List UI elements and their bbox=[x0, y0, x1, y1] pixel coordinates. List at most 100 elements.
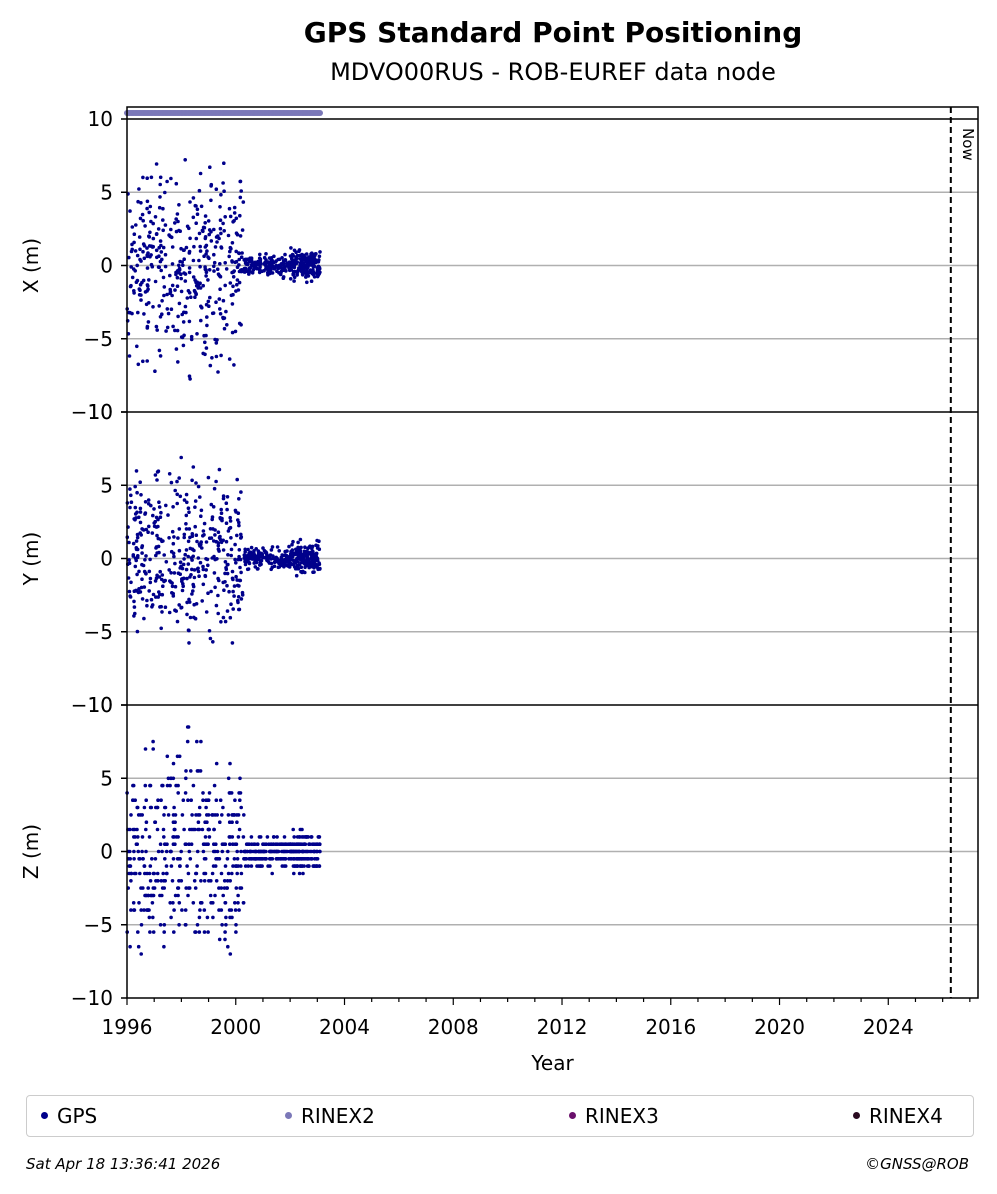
data-point-gps bbox=[186, 798, 190, 802]
data-point-gps bbox=[194, 221, 198, 225]
data-point-gps bbox=[184, 842, 188, 846]
data-point-gps bbox=[264, 551, 269, 555]
data-point-gps bbox=[141, 249, 145, 254]
data-point-gps bbox=[175, 269, 180, 273]
data-point-gps bbox=[137, 515, 141, 520]
data-point-gps bbox=[225, 323, 229, 327]
data-point-gps bbox=[275, 545, 280, 549]
data-point-gps bbox=[231, 589, 235, 594]
data-point-gps bbox=[162, 813, 166, 817]
data-point-gps bbox=[204, 568, 208, 572]
data-point-gps bbox=[287, 544, 291, 549]
data-point-gps bbox=[130, 311, 134, 316]
data-point-gps bbox=[179, 849, 183, 854]
data-point-gps bbox=[177, 301, 182, 306]
data-point-gps bbox=[134, 223, 138, 227]
data-point-gps bbox=[212, 539, 216, 543]
data-point-gps bbox=[137, 901, 141, 905]
data-point-gps bbox=[187, 226, 191, 231]
data-point-gps bbox=[142, 864, 147, 868]
data-point-gps bbox=[208, 363, 213, 368]
data-point-gps bbox=[186, 554, 190, 559]
data-point-gps bbox=[218, 307, 222, 311]
data-point-gps bbox=[238, 179, 242, 184]
data-point-gps bbox=[288, 254, 293, 258]
data-point-gps bbox=[223, 864, 228, 868]
data-point-gps bbox=[187, 597, 191, 602]
data-point-gps bbox=[203, 340, 207, 345]
data-point-gps bbox=[239, 570, 243, 575]
data-point-gps bbox=[151, 305, 155, 309]
data-point-gps bbox=[234, 259, 239, 264]
data-point-gps bbox=[145, 206, 149, 211]
data-point-gps bbox=[223, 571, 227, 576]
data-point-gps bbox=[294, 250, 298, 254]
data-point-gps bbox=[147, 278, 151, 282]
data-point-gps bbox=[213, 557, 217, 562]
data-point-gps bbox=[186, 562, 191, 566]
data-point-gps bbox=[160, 312, 164, 317]
data-point-gps bbox=[194, 481, 198, 485]
data-point-gps bbox=[169, 227, 173, 232]
data-point-gps bbox=[244, 842, 249, 846]
data-point-gps bbox=[305, 280, 309, 285]
data-point-gps bbox=[153, 857, 158, 861]
data-point-gps bbox=[292, 279, 296, 283]
y-axis-label: X (m) bbox=[19, 238, 43, 293]
data-point-gps bbox=[206, 930, 210, 934]
data-point-gps bbox=[157, 254, 161, 258]
data-point-gps bbox=[269, 561, 274, 566]
data-point-gps bbox=[154, 805, 158, 810]
data-point-gps bbox=[200, 546, 204, 550]
data-point-gps bbox=[257, 267, 262, 271]
data-point-gps bbox=[255, 842, 260, 846]
data-point-gps bbox=[210, 517, 214, 522]
data-point-gps bbox=[149, 262, 154, 267]
data-point-gps bbox=[217, 578, 221, 583]
data-point-gps bbox=[187, 842, 191, 846]
data-point-gps bbox=[307, 565, 312, 570]
data-point-gps bbox=[254, 263, 258, 267]
data-point-gps bbox=[228, 615, 233, 620]
data-point-gps bbox=[139, 886, 143, 890]
data-point-gps bbox=[168, 901, 172, 905]
data-point-gps bbox=[211, 640, 215, 644]
data-point-gps bbox=[140, 577, 144, 581]
data-point-gps bbox=[237, 548, 242, 552]
data-point-gps bbox=[270, 545, 275, 549]
data-point-gps bbox=[217, 535, 222, 540]
data-point-gps bbox=[316, 260, 321, 264]
data-point-gps bbox=[161, 783, 165, 788]
legend-dot-rinex2 bbox=[285, 1112, 292, 1119]
data-point-gps bbox=[273, 558, 278, 563]
data-point-gps bbox=[196, 769, 201, 773]
data-point-gps bbox=[232, 211, 237, 215]
data-point-gps bbox=[134, 280, 139, 285]
data-point-gps bbox=[240, 251, 244, 255]
data-point-gps bbox=[133, 249, 138, 253]
data-point-gps bbox=[219, 871, 224, 876]
data-point-gps bbox=[207, 232, 211, 237]
data-point-gps bbox=[195, 923, 200, 927]
data-point-gps bbox=[266, 272, 270, 277]
y-tick-label: 10 bbox=[88, 693, 113, 717]
data-point-gps bbox=[206, 299, 211, 304]
data-point-gps bbox=[139, 293, 143, 297]
data-point-gps bbox=[290, 542, 294, 547]
data-point-gps bbox=[233, 542, 237, 547]
data-point-gps bbox=[200, 827, 205, 832]
data-point-gps bbox=[175, 275, 180, 280]
data-point-gps bbox=[157, 205, 162, 210]
data-point-gps bbox=[219, 192, 223, 197]
data-point-gps bbox=[150, 531, 155, 535]
data-point-gps bbox=[237, 554, 241, 559]
data-point-gps bbox=[226, 776, 231, 781]
data-point-gps bbox=[242, 269, 246, 274]
data-point-gps bbox=[155, 328, 159, 332]
data-point-gps bbox=[156, 798, 160, 802]
data-point-gps bbox=[198, 495, 202, 499]
data-point-gps bbox=[127, 255, 131, 260]
data-point-gps bbox=[225, 571, 230, 576]
data-point-gps bbox=[315, 272, 320, 276]
data-point-gps bbox=[210, 556, 215, 560]
